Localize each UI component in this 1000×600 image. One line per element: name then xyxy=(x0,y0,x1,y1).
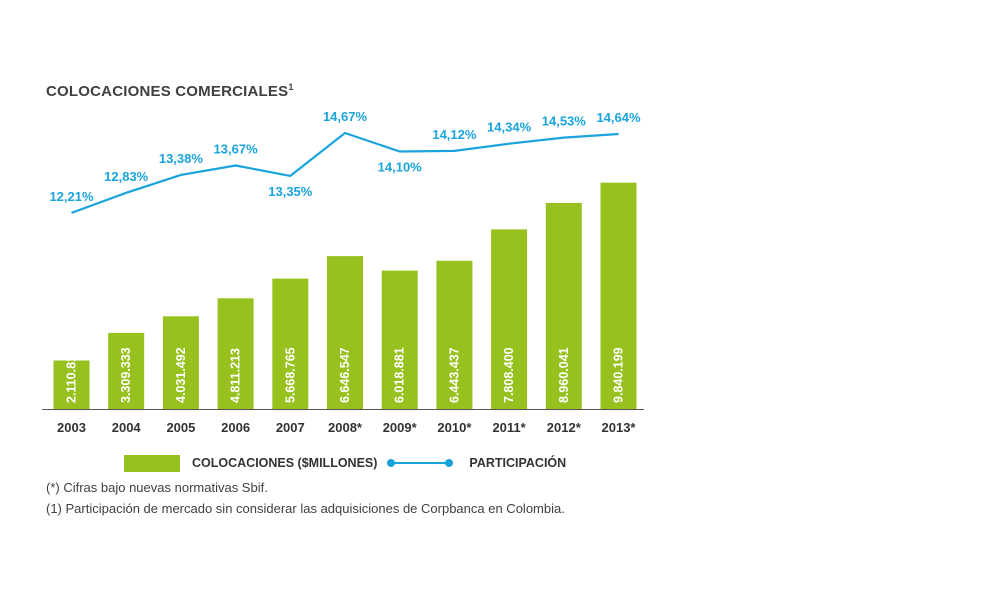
x-tick-label: 2009* xyxy=(383,420,418,435)
participation-value-label: 13,35% xyxy=(268,184,313,199)
bar-2005 xyxy=(162,316,199,409)
bar-2003 xyxy=(53,360,90,409)
chart-title-text: COLOCACIONES COMERCIALES xyxy=(46,83,289,100)
participation-value-label: 14,64% xyxy=(596,110,641,125)
x-tick-label: 2008* xyxy=(328,420,363,435)
participation-value-label: 14,53% xyxy=(542,114,587,129)
chart-title: COLOCACIONES COMERCIALES1 xyxy=(46,82,294,100)
legend: COLOCACIONES ($MILLONES) PARTICIPACIÓN xyxy=(124,452,566,474)
bar-2009 xyxy=(381,270,418,409)
x-tick-label: 2006 xyxy=(221,420,250,435)
x-tick-label: 2013* xyxy=(602,420,637,435)
bar-2006 xyxy=(217,298,254,409)
x-tick-labels: 2003 2004 2005 2006 2007 2008* 2009* 2010* 2011*… xyxy=(57,420,636,435)
x-tick-label: 2012* xyxy=(547,420,582,435)
legend-bar-swatch xyxy=(124,454,180,472)
bar-value-label: 6.443.437 xyxy=(447,347,461,403)
bar-value-label: 9.840.199 xyxy=(612,347,626,403)
bar-2013 xyxy=(600,182,637,409)
bar-value-label: 4.031.492 xyxy=(174,347,188,403)
bar-2012 xyxy=(545,202,582,409)
x-tick-label: 2010* xyxy=(437,420,472,435)
legend-bar-label: COLOCACIONES ($MILLONES) xyxy=(192,456,378,470)
x-tick-label: 2005 xyxy=(166,420,195,435)
bar-2011 xyxy=(491,229,528,409)
legend-line-label: PARTICIPACIÓN xyxy=(469,456,567,470)
footnote-1: (1) Participación de mercado sin conside… xyxy=(46,501,565,516)
bar-value-label: 3.309.333 xyxy=(119,347,133,403)
x-tick-label: 2011* xyxy=(492,420,526,435)
x-tick-label: 2004 xyxy=(112,420,142,435)
bar-2008 xyxy=(327,256,363,409)
footnotes: (*) Cifras bajo nuevas normativas Sbif. … xyxy=(46,477,565,519)
bar-2004 xyxy=(108,332,145,409)
bars-layer: 2.110.819 3.309.333 4.031.492 4.811.213 5.66… xyxy=(53,182,637,409)
participation-value-label: 14,10% xyxy=(378,160,423,175)
participation-value-label: 12,21% xyxy=(49,189,94,204)
x-tick-label: 2007 xyxy=(276,420,305,435)
legend-line-icon xyxy=(387,456,454,470)
bar-value-label: 8.960.041 xyxy=(557,347,571,403)
participation-value-label: 14,12% xyxy=(432,127,477,142)
participation-value-label: 13,67% xyxy=(214,142,259,157)
bar-value-label: 6.646.547 xyxy=(338,347,352,403)
bar-value-label: 5.668.765 xyxy=(283,347,297,403)
bar-2007 xyxy=(272,278,309,409)
bar-value-label: 7.808.400 xyxy=(502,347,516,403)
bar-value-label: 4.811.213 xyxy=(229,348,243,403)
participation-value-label: 14,67% xyxy=(323,109,368,124)
participation-line xyxy=(71,131,619,214)
participation-value-label: 12,83% xyxy=(104,169,149,184)
participation-value-label: 13,38% xyxy=(159,151,204,166)
x-tick-label: 2003 xyxy=(57,420,86,435)
chart-title-footnote-mark: 1 xyxy=(288,82,294,92)
bar-2010 xyxy=(436,260,473,409)
participation-line-layer: 12,21% 12,83% 13,38% 13,67% 13,35% 14,67% 14,1… xyxy=(49,109,641,214)
footnote-asterisk: (*) Cifras bajo nuevas normativas Sbif. xyxy=(46,480,268,495)
bar-value-label: 2.110.819 xyxy=(65,348,79,403)
bar-value-label: 6.018.881 xyxy=(393,347,407,403)
participation-value-label: 14,34% xyxy=(487,120,532,135)
